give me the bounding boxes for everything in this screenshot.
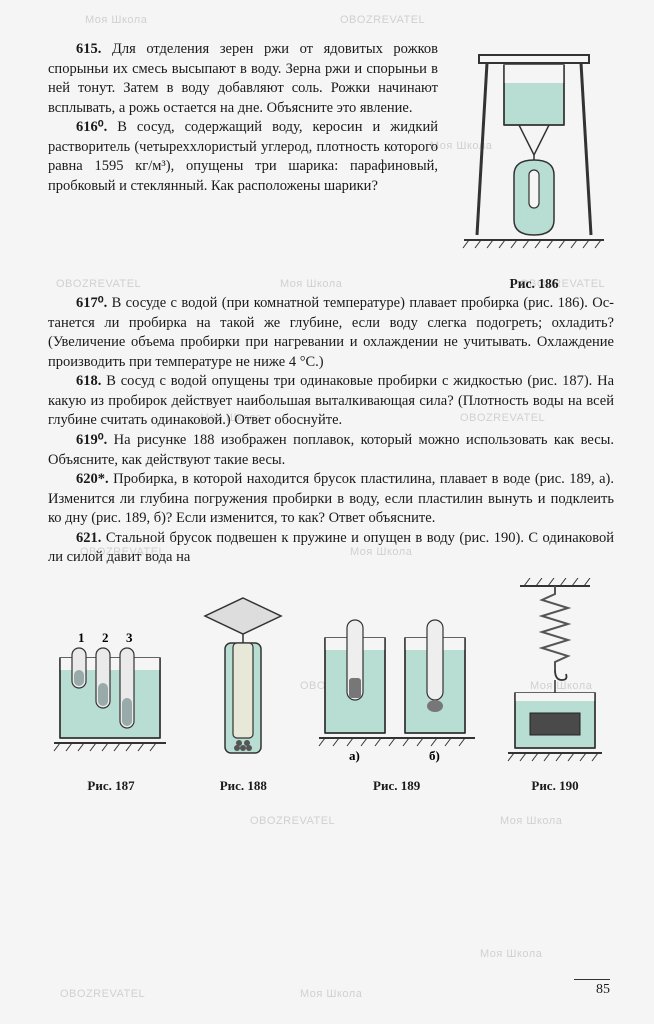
svg-text:б): б) <box>429 748 440 763</box>
problem-number: 615. <box>76 41 101 57</box>
figure-190: Рис. 190 <box>500 578 610 794</box>
figure-187: 1 2 3 <box>52 628 170 794</box>
svg-text:3: 3 <box>126 630 133 645</box>
svg-text:1: 1 <box>78 630 85 645</box>
figure-caption: Рис. 186 <box>509 276 558 292</box>
figure-188-svg <box>193 588 293 778</box>
figure-189: а) б) Рис. 189 <box>317 608 477 794</box>
svg-text:а): а) <box>349 748 360 763</box>
problem-text: В сосуд с водой опущены три одинаковые п… <box>48 373 614 428</box>
textbook-page: 615. Для отделения зерен ржи от ядовитых… <box>0 0 654 1024</box>
problem-text: На рисунке 188 изображен поплавок, котор… <box>48 432 614 468</box>
text-column-left: 615. Для отделения зерен ржи от ядовитых… <box>48 40 438 292</box>
text-block-main: 617⁰. В сосуде с водой (при комнатной те… <box>48 294 614 568</box>
problem-number: 617⁰. <box>76 295 107 311</box>
figure-caption: Рис. 190 <box>531 778 578 794</box>
svg-text:2: 2 <box>102 630 109 645</box>
problem-text: Стальной брусок подвешен к пружине и опу… <box>48 530 614 566</box>
problem-number: 621. <box>76 530 101 546</box>
problem-text: В сосуде с водой (при комнатной температ… <box>48 295 614 370</box>
figure-caption: Рис. 188 <box>220 778 267 794</box>
problem-number: 618. <box>76 373 101 389</box>
bottom-figures-row: 1 2 3 <box>48 578 614 794</box>
figure-caption: Рис. 189 <box>373 778 420 794</box>
problem-text: В сосуд, содержащий во­ду, керосин и жид… <box>48 119 438 194</box>
problem-number: 619⁰. <box>76 432 107 448</box>
figure-186: Рис. 186 <box>454 40 614 292</box>
problem-text: Пробирка, в которой находится брусок пла… <box>48 471 614 526</box>
problem-number: 620*. <box>76 471 109 487</box>
problem-text: Для отделения зерен ржи от ядовитых рожк… <box>48 41 438 116</box>
figure-186-svg <box>459 40 609 270</box>
figure-187-svg: 1 2 3 <box>52 628 170 778</box>
figure-189-svg: а) б) <box>317 608 477 778</box>
figure-190-svg <box>500 578 610 778</box>
problem-number: 616⁰. <box>76 119 107 135</box>
figure-caption: Рис. 187 <box>87 778 134 794</box>
figure-188: Рис. 188 <box>193 588 293 794</box>
page-number: 85 <box>574 979 610 998</box>
